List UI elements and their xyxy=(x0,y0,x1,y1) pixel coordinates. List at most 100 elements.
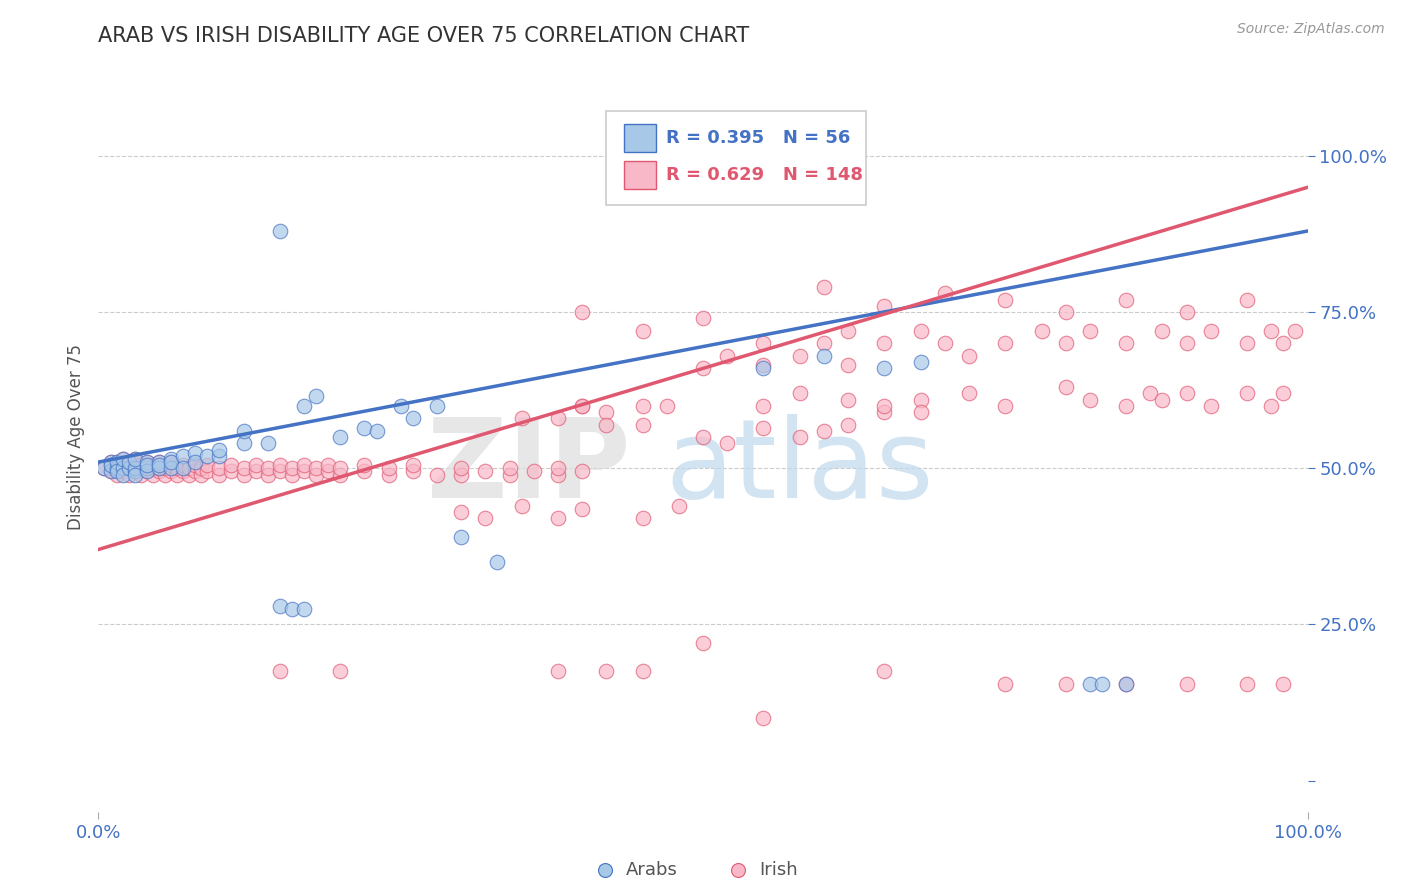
Point xyxy=(105,455,128,469)
Point xyxy=(111,451,134,466)
Point xyxy=(160,455,183,469)
Point xyxy=(100,455,122,469)
Point xyxy=(631,511,654,525)
Point xyxy=(1115,399,1137,413)
Point xyxy=(523,464,546,478)
Point xyxy=(910,324,932,338)
Point xyxy=(124,461,146,475)
Point xyxy=(184,464,207,478)
Point xyxy=(105,467,128,482)
Point xyxy=(160,458,183,473)
Point xyxy=(752,358,775,373)
Point xyxy=(571,305,593,319)
Point xyxy=(994,676,1017,690)
Point xyxy=(377,461,399,475)
Point xyxy=(571,399,593,413)
Point xyxy=(256,467,278,482)
Point xyxy=(329,430,352,444)
Point xyxy=(135,461,157,475)
Point xyxy=(353,458,375,473)
Point xyxy=(752,421,775,435)
Point xyxy=(292,458,315,473)
Point xyxy=(1260,399,1282,413)
Point xyxy=(195,449,218,463)
Point xyxy=(498,461,520,475)
Point xyxy=(1272,336,1295,351)
Point xyxy=(124,464,146,478)
Point xyxy=(789,430,811,444)
Point xyxy=(118,461,141,475)
Point xyxy=(184,458,207,473)
Point xyxy=(195,464,218,478)
Point xyxy=(160,451,183,466)
Point xyxy=(607,758,630,772)
Point xyxy=(172,449,194,463)
Point xyxy=(692,361,714,376)
Point xyxy=(837,324,859,338)
Point xyxy=(752,399,775,413)
Point xyxy=(474,464,496,478)
Point xyxy=(1139,386,1161,401)
Point xyxy=(129,458,152,473)
Point xyxy=(105,458,128,473)
Point xyxy=(135,458,157,473)
Point xyxy=(1236,676,1258,690)
Point xyxy=(129,461,152,475)
Point xyxy=(668,499,690,513)
Point xyxy=(910,355,932,369)
Point xyxy=(873,299,896,313)
Point xyxy=(124,464,146,478)
Point xyxy=(124,451,146,466)
Point xyxy=(510,411,533,425)
Point xyxy=(148,464,170,478)
Point xyxy=(692,636,714,650)
Point xyxy=(269,599,291,613)
Point xyxy=(142,458,165,473)
Point xyxy=(1284,324,1306,338)
Point xyxy=(208,461,231,475)
Point xyxy=(100,458,122,473)
Point xyxy=(148,455,170,469)
Point xyxy=(571,501,593,516)
Point xyxy=(450,461,472,475)
Point xyxy=(256,461,278,475)
Point xyxy=(105,461,128,475)
Point xyxy=(166,467,188,482)
Point xyxy=(105,464,128,478)
Point xyxy=(148,461,170,475)
Point xyxy=(1272,386,1295,401)
Point xyxy=(692,311,714,326)
Point xyxy=(873,664,896,679)
Point xyxy=(195,458,218,473)
Point xyxy=(135,458,157,473)
Point xyxy=(692,430,714,444)
Point xyxy=(1054,336,1077,351)
Point xyxy=(124,467,146,482)
Point xyxy=(221,464,243,478)
Point xyxy=(292,464,315,478)
Point xyxy=(135,464,157,478)
Point xyxy=(281,601,304,615)
Point xyxy=(873,361,896,376)
Point xyxy=(837,358,859,373)
Point xyxy=(190,467,212,482)
Point xyxy=(1115,293,1137,307)
Point xyxy=(994,336,1017,351)
Point xyxy=(160,455,183,469)
Point xyxy=(305,389,328,403)
Point xyxy=(723,758,745,772)
Y-axis label: Disability Age Over 75: Disability Age Over 75 xyxy=(66,344,84,530)
Point xyxy=(813,280,835,294)
Point xyxy=(148,458,170,473)
Point xyxy=(142,467,165,482)
Point xyxy=(100,464,122,478)
Point xyxy=(1199,399,1222,413)
Point xyxy=(510,499,533,513)
Text: R = 0.629   N = 148: R = 0.629 N = 148 xyxy=(665,166,862,184)
Point xyxy=(1078,324,1101,338)
Point xyxy=(547,511,569,525)
Point xyxy=(329,461,352,475)
Point xyxy=(813,424,835,438)
Point xyxy=(789,349,811,363)
Point xyxy=(1054,305,1077,319)
